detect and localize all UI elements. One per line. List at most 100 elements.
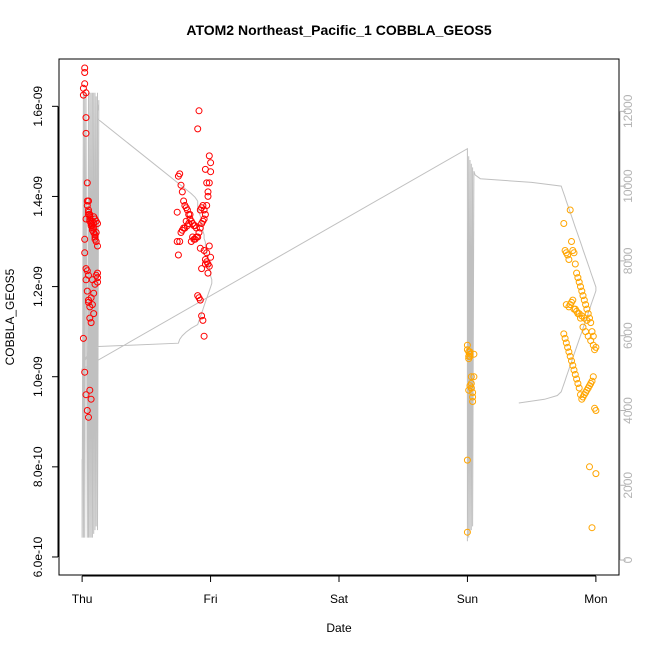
- data-point: [562, 339, 570, 347]
- x-tick-label: Sat: [330, 592, 349, 606]
- x-tick-label: Mon: [584, 592, 607, 606]
- data-point: [204, 188, 212, 196]
- data-point: [83, 202, 91, 209]
- data-point: [568, 238, 575, 245]
- data-point: [194, 125, 202, 133]
- data-point: [207, 159, 215, 167]
- data-point: [81, 235, 89, 243]
- data-point: [571, 260, 579, 268]
- data-point: [583, 316, 591, 324]
- data-point: [85, 271, 92, 279]
- data-point: [560, 220, 568, 227]
- data-point: [207, 253, 215, 261]
- data-point: [204, 192, 212, 200]
- data-point: [79, 334, 87, 342]
- y2-tick-label: 4000: [621, 397, 635, 424]
- y2-tick-label: 0: [621, 556, 635, 563]
- data-point: [83, 287, 91, 295]
- x-tick-label: Sun: [457, 592, 478, 606]
- y2-axis: 0 2000 4000 6000 8000 10000 12000: [619, 94, 635, 563]
- data-point: [470, 350, 478, 358]
- data-point: [578, 395, 586, 403]
- data-point: [569, 361, 577, 369]
- data-point: [91, 231, 99, 239]
- data-point: [198, 265, 206, 273]
- data-point: [198, 312, 206, 320]
- data-point: [90, 220, 98, 227]
- data-point: [82, 215, 90, 223]
- data-point: [174, 251, 182, 259]
- data-point: [81, 368, 89, 376]
- data-point: [90, 289, 98, 297]
- data-point: [196, 244, 204, 252]
- y-axis-label: COBBLA_GEOS5: [3, 268, 17, 365]
- data-point: [561, 334, 569, 342]
- data-point: [583, 305, 591, 313]
- data-point: [570, 366, 578, 374]
- data-point: [173, 208, 181, 216]
- data-point: [178, 188, 186, 196]
- data-point: [592, 470, 600, 478]
- y2-tick-label: 2000: [621, 472, 635, 499]
- data-point: [203, 179, 211, 187]
- data-point: [81, 80, 89, 88]
- data-point: [469, 393, 477, 401]
- y-tick-label: 8.0e-10: [31, 446, 45, 487]
- data-point: [568, 357, 575, 365]
- data-point: [83, 179, 91, 187]
- data-point: [463, 341, 471, 349]
- x-axis: Thu Fri Sat Sun Mon: [72, 575, 608, 606]
- data-point: [180, 197, 188, 205]
- y-axis: 6.0e-10 8.0e-10 1.0e-09 1.2e-09 1.4e-09 1.6e-…: [31, 86, 59, 577]
- data-point: [205, 262, 213, 270]
- data-point: [203, 202, 211, 209]
- data-point: [469, 398, 477, 405]
- data-point: [196, 296, 204, 304]
- data-point: [591, 404, 599, 412]
- data-point: [566, 206, 574, 214]
- data-point: [466, 348, 474, 356]
- data-point: [85, 206, 92, 214]
- plot-frame: [58, 58, 620, 576]
- x-tick-label: Fri: [204, 592, 218, 606]
- chart-title: ATOM2 Northeast_Pacific_1 COBBLA_GEOS5: [186, 22, 491, 38]
- y-tick-label: 1.0e-09: [31, 356, 45, 397]
- data-point: [568, 298, 575, 306]
- data-point: [564, 251, 572, 259]
- data-point: [469, 389, 477, 396]
- data-point: [565, 348, 573, 356]
- data-point: [467, 373, 475, 381]
- x-tick-label: Thu: [72, 592, 93, 606]
- data-point: [85, 197, 92, 205]
- data-point: [176, 170, 184, 178]
- data-points: [79, 64, 600, 536]
- y-tick-label: 6.0e-10: [31, 536, 45, 577]
- data-point: [177, 229, 185, 236]
- data-point: [92, 238, 100, 245]
- data-point: [200, 332, 208, 340]
- data-point: [582, 301, 590, 309]
- data-point: [86, 386, 94, 394]
- data-point: [195, 107, 203, 115]
- data-point: [571, 371, 579, 378]
- data-point: [587, 319, 595, 327]
- data-point: [199, 202, 207, 209]
- data-point: [466, 350, 474, 358]
- data-point: [196, 224, 204, 232]
- data-point: [83, 267, 91, 275]
- data-point: [203, 249, 211, 257]
- data-point: [578, 287, 586, 295]
- data-point: [87, 319, 95, 327]
- data-point: [82, 391, 90, 399]
- y2-tick-label: 10000: [621, 169, 635, 203]
- y2-tick-label: 8000: [621, 247, 635, 274]
- data-point: [91, 233, 99, 241]
- data-point: [85, 413, 92, 421]
- data-point: [565, 256, 573, 263]
- data-point: [81, 249, 89, 257]
- data-point: [82, 89, 90, 97]
- data-point: [205, 152, 213, 160]
- data-point: [573, 375, 581, 383]
- data-point: [81, 64, 89, 72]
